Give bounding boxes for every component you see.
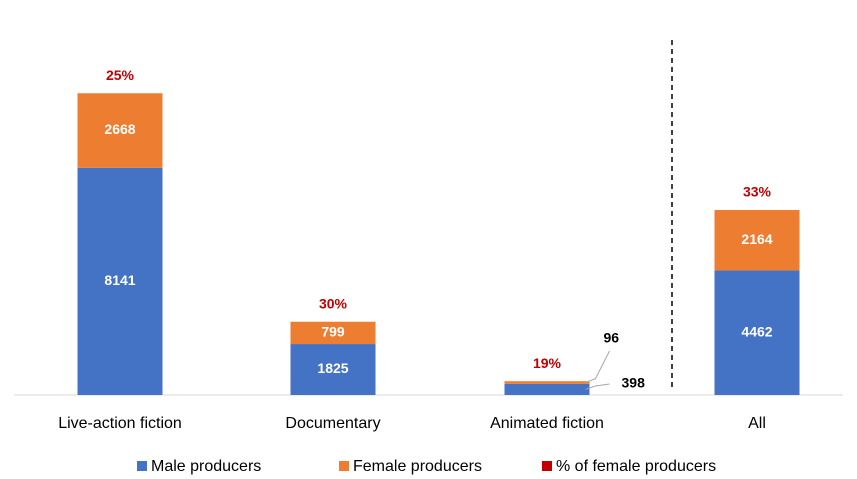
data-label: 398 (622, 375, 646, 391)
data-label: 799 (321, 324, 345, 340)
bar-segment (290, 344, 376, 395)
percent-label: 19% (533, 355, 562, 371)
data-label: 4462 (741, 323, 772, 339)
bar-segment (504, 383, 590, 395)
percent-label: 25% (106, 67, 135, 83)
legend-swatch (542, 461, 552, 471)
bar-segment (714, 210, 800, 271)
legend-label: % of female producers (556, 458, 716, 475)
bar-segment (504, 381, 590, 384)
leader-line (585, 350, 610, 384)
legend-label: Male producers (151, 458, 261, 475)
data-label: 8141 (104, 272, 135, 288)
data-label: 96 (604, 330, 620, 346)
bar-segment (714, 270, 800, 395)
data-label: 1825 (317, 360, 348, 376)
bar-segment (77, 93, 163, 168)
x-tick-label: Documentary (285, 415, 380, 432)
data-label: 2668 (104, 121, 135, 137)
data-label: 2164 (741, 231, 772, 247)
bar-segment (77, 167, 163, 395)
bar-segment (290, 321, 376, 345)
leader-line (585, 383, 610, 390)
percent-label: 30% (319, 295, 348, 311)
legend-label: Female producers (353, 458, 482, 475)
x-tick-label: All (748, 415, 766, 432)
percent-label: 33% (743, 184, 772, 200)
x-tick-label: Animated fiction (490, 415, 604, 432)
x-tick-label: Live-action fiction (58, 415, 182, 432)
legend-swatch (339, 461, 349, 471)
legend-swatch (137, 461, 147, 471)
